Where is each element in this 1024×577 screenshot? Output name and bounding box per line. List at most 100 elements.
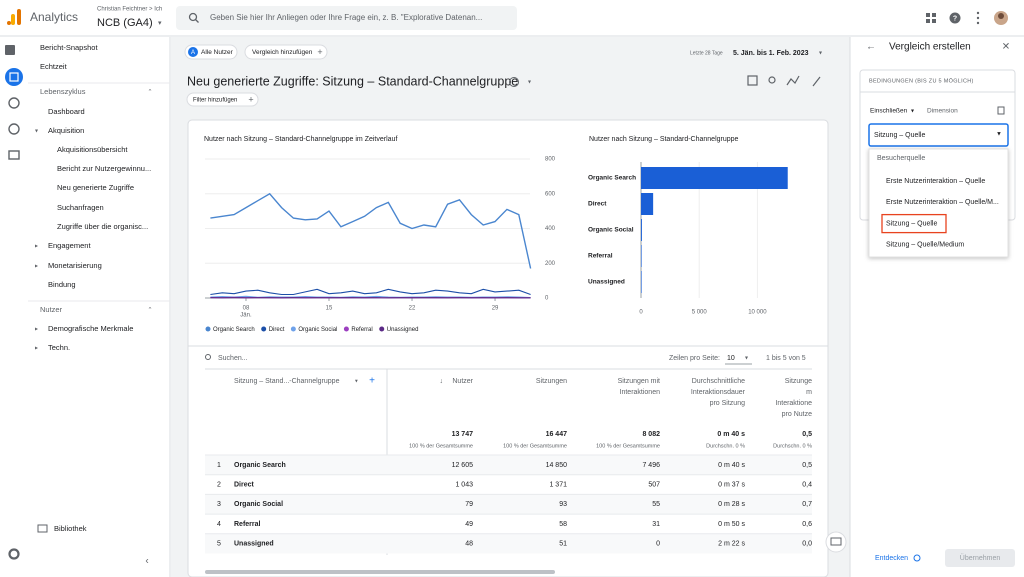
feedback-button[interactable] — [825, 531, 847, 553]
include-caret[interactable]: ▾ — [911, 109, 914, 115]
nav-expander[interactable]: ▸ — [35, 244, 38, 250]
pencil-icon[interactable] — [812, 76, 821, 87]
table-search-icon — [205, 354, 211, 360]
column-header[interactable]: Sitzunge — [785, 378, 812, 385]
delete-condition[interactable] — [997, 106, 1005, 115]
collapse-nav[interactable]: ‹ — [145, 556, 148, 567]
explore-label[interactable]: Entdecken — [875, 555, 908, 562]
configure-icon[interactable] — [8, 150, 20, 160]
dropdown-option[interactable]: Erste Nutzerinteraktion – Quelle/M... — [886, 199, 999, 206]
add-comparison-label[interactable]: Vergleich hinzufügen — [252, 49, 313, 56]
help-icon[interactable] — [949, 12, 961, 24]
date-range-caret[interactable]: ▾ — [819, 51, 822, 57]
dimension-select-value[interactable]: Sitzung – Quelle — [874, 132, 925, 139]
nav-section[interactable]: Lebenszyklus — [40, 87, 86, 96]
column-header[interactable]: pro Nutze — [782, 411, 812, 418]
dimension-header-caret[interactable]: ▾ — [355, 378, 358, 384]
search-box[interactable] — [176, 6, 517, 30]
total-note: 100 % der Gesamtsumme — [409, 443, 473, 449]
sort-arrow: ↓ — [440, 378, 444, 385]
column-header[interactable]: Interaktione — [775, 400, 812, 407]
table-scrollbar[interactable] — [205, 570, 555, 574]
row-index: 2 — [217, 482, 221, 489]
search-placeholder[interactable]: Geben Sie hier Ihr Anliegen oder Ihre Fr… — [210, 13, 482, 22]
dropdown-option[interactable]: Sitzung – Quelle — [886, 220, 937, 227]
explore-help-icon[interactable] — [913, 554, 921, 562]
y-category-label: Organic Search — [588, 175, 636, 182]
dropdown-option[interactable]: Erste Nutzerinteraktion – Quelle — [886, 178, 985, 185]
nav-item[interactable]: Engagement — [48, 241, 91, 250]
nav-item[interactable]: Neu generierte Zugriffe — [57, 183, 134, 192]
table-search[interactable]: Suchen... — [218, 355, 248, 362]
column-header[interactable]: Interaktionen — [620, 389, 661, 396]
nav-expander[interactable]: ▾ — [35, 129, 38, 135]
column-header[interactable]: Interaktionsdauer — [691, 389, 746, 396]
edit-report-icon[interactable] — [747, 75, 758, 86]
nav-expander[interactable]: ▸ — [35, 264, 38, 270]
x-tick-label: 15 — [326, 306, 333, 312]
column-header[interactable]: Durchschnittliche — [692, 378, 745, 385]
nav-item[interactable]: Echtzeit — [40, 62, 68, 71]
column-header[interactable]: Nutzer — [452, 378, 473, 385]
nav-item[interactable]: Bericht zur Nutzergewinnu... — [57, 164, 151, 173]
more-icon[interactable] — [976, 11, 980, 25]
nav-item[interactable]: Demografische Merkmale — [48, 324, 133, 333]
row-value: 51 — [559, 541, 567, 548]
advertising-icon[interactable] — [8, 123, 20, 135]
account-path[interactable]: Christian Feichtner > Ich — [97, 7, 162, 13]
filter-label[interactable]: Filter hinzufügen — [193, 98, 237, 104]
nav-library[interactable]: Bibliothek — [54, 524, 87, 533]
insights-icon[interactable] — [786, 75, 800, 86]
nav-item[interactable]: Akquisition — [48, 126, 84, 135]
segment-label[interactable]: Alle Nutzer — [201, 49, 234, 56]
dimension-select[interactable] — [868, 123, 1009, 147]
dimension-header[interactable]: Sitzung – Stand...-Channelgruppe — [234, 378, 340, 385]
home-icon[interactable] — [5, 45, 15, 55]
property-caret[interactable]: ▾ — [158, 20, 162, 27]
segment-chip[interactable] — [184, 44, 238, 60]
apps-icon[interactable] — [926, 13, 936, 23]
settings-icon[interactable] — [8, 548, 20, 560]
report-title: Neu generierte Zugriffe: Sitzung – Stand… — [187, 74, 518, 88]
nav-section-caret[interactable]: ⌃ — [147, 89, 152, 96]
nav-section-caret[interactable]: ⌃ — [147, 307, 152, 314]
dimension-select-caret[interactable]: ▼ — [996, 132, 1002, 138]
panel-close[interactable]: ✕ — [1002, 42, 1010, 53]
column-header[interactable]: pro Sitzung — [710, 400, 746, 407]
nav-expander[interactable]: ▸ — [35, 327, 38, 333]
reports-icon-active[interactable] — [5, 68, 23, 86]
column-header[interactable]: Sitzungen — [536, 378, 567, 385]
panel-back[interactable]: ← — [866, 42, 876, 53]
share-icon[interactable] — [768, 76, 776, 84]
date-range[interactable]: 5. Jän. bis 1. Feb. 2023 — [733, 50, 809, 57]
nav-item[interactable]: Bindung — [48, 280, 76, 289]
explore-icon[interactable] — [8, 97, 20, 109]
nav-item[interactable]: Bericht-Snapshot — [40, 43, 98, 52]
nav-item[interactable]: Techn. — [48, 343, 70, 352]
filter-chip[interactable] — [186, 92, 259, 107]
add-dimension[interactable]: + — [369, 376, 375, 387]
property-name[interactable]: NCB (GA4) — [97, 17, 153, 29]
include-select[interactable]: Einschließen — [870, 108, 908, 115]
rows-per-page[interactable]: 10 — [727, 355, 735, 362]
explore-button[interactable] — [862, 549, 930, 567]
nav-item[interactable]: Monetarisierung — [48, 261, 102, 270]
y-tick-label: 200 — [545, 261, 556, 267]
title-status-icon[interactable] — [509, 77, 519, 87]
bar-chart-title: Nutzer nach Sitzung – Standard-Channelgr… — [589, 136, 739, 143]
add-comparison-plus[interactable]: + — [317, 47, 322, 57]
title-caret[interactable]: ▾ — [528, 80, 531, 86]
rows-per-page-caret[interactable]: ▾ — [745, 356, 748, 362]
nav-item[interactable]: Suchanfragen — [57, 203, 104, 212]
dropdown-option[interactable]: Sitzung – Quelle/Medium — [886, 242, 964, 249]
add-comparison-chip[interactable] — [244, 44, 328, 60]
nav-expander[interactable]: ▸ — [35, 346, 38, 352]
nav-section[interactable]: Nutzer — [40, 305, 63, 314]
column-header[interactable]: Sitzungen mit — [618, 378, 660, 385]
row-value: 507 — [648, 482, 660, 489]
filter-plus[interactable]: + — [248, 94, 253, 104]
nav-item[interactable]: Dashboard — [48, 107, 85, 116]
column-header[interactable]: m — [806, 389, 812, 396]
nav-item[interactable]: Zugriffe über die organisc... — [57, 222, 148, 231]
nav-item[interactable]: Akquisitionsübersicht — [57, 145, 128, 154]
